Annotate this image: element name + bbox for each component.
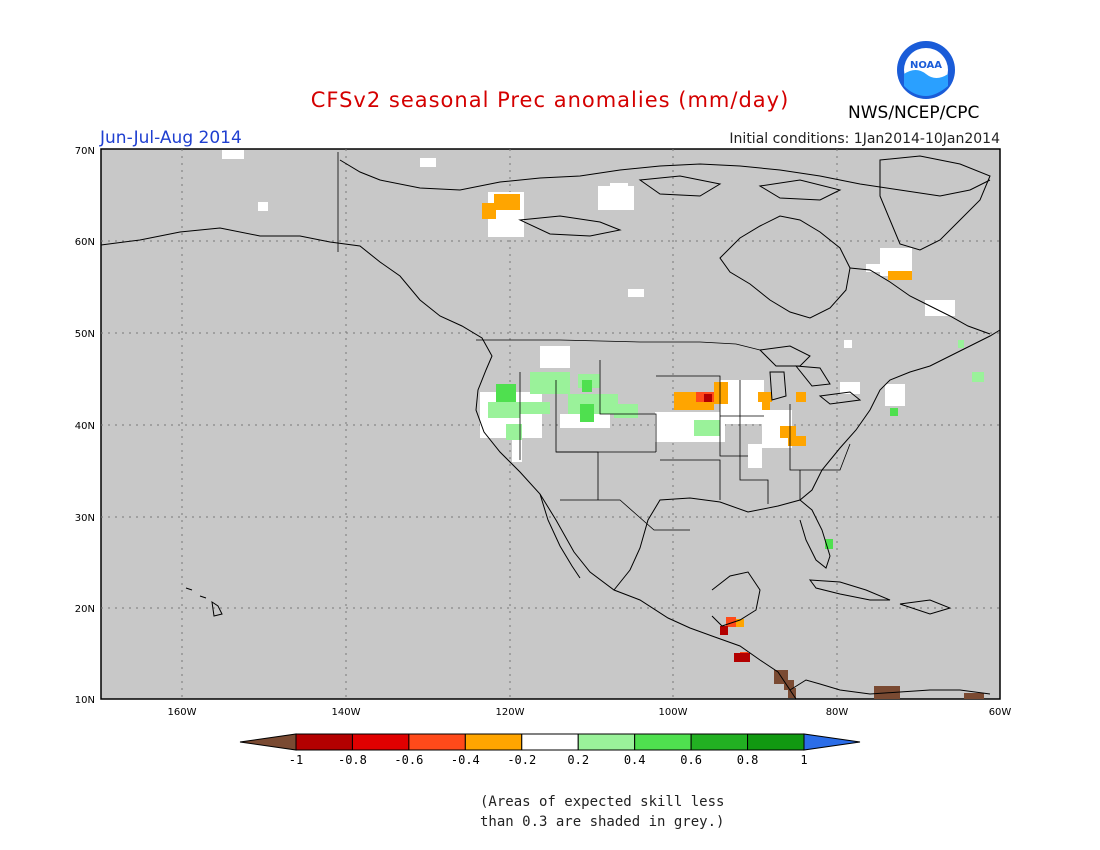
colorbar-swatch — [408, 733, 466, 751]
colorbar-arrow-high — [803, 733, 861, 751]
lon-label: 160W — [168, 707, 197, 718]
colorbar-arrow-low — [239, 733, 297, 751]
skill-note: (Areas of expected skill less than 0.3 a… — [480, 792, 724, 832]
logo-text: NOAA — [910, 60, 942, 71]
colorbar-label: 0.8 — [737, 753, 759, 767]
season-label: Jun-Jul-Aug 2014 — [100, 128, 242, 148]
colorbar-label: -0.6 — [394, 753, 423, 767]
colorbar-label: 0.2 — [567, 753, 589, 767]
colorbar-swatch — [634, 733, 692, 751]
colorbar-label: 1 — [800, 753, 807, 767]
colorbar-label: -0.2 — [507, 753, 536, 767]
skill-note-line-1: (Areas of expected skill less — [480, 794, 725, 810]
colorbar-swatch — [521, 733, 579, 751]
colorbar-label: -1 — [289, 753, 303, 767]
noaa-logo: NOAA — [896, 40, 956, 100]
lat-label: 20N — [75, 604, 95, 615]
anomaly-cells — [222, 150, 984, 699]
political-borders — [337, 152, 851, 531]
colorbar-swatch — [577, 733, 636, 751]
colorbar: -1 -0.8 -0.6 -0.4 -0.2 0.2 0.4 0.6 0.8 1 — [239, 733, 861, 767]
colorbar-swatch — [690, 733, 749, 751]
lat-label: 70N — [75, 146, 95, 157]
lon-label: 100W — [659, 707, 688, 718]
chart-title: CFSv2 seasonal Prec anomalies (mm/day) — [310, 88, 790, 112]
colorbar-label: 0.4 — [624, 753, 646, 767]
initial-conditions-label: Initial conditions: 1Jan2014-10Jan2014 — [729, 131, 1000, 147]
lon-label: 120W — [496, 707, 525, 718]
colorbar-swatch — [747, 733, 805, 751]
lat-label: 40N — [75, 421, 95, 432]
lon-label: 140W — [332, 707, 361, 718]
skill-note-line-2: than 0.3 are shaded in grey.) — [480, 814, 725, 830]
lat-label: 50N — [75, 329, 95, 340]
lat-label: 30N — [75, 513, 95, 524]
colorbar-swatch — [295, 733, 353, 751]
colorbar-label: -0.8 — [338, 753, 367, 767]
lon-label: 60W — [989, 707, 1012, 718]
lon-label: 80W — [826, 707, 849, 718]
agency-label: NWS/NCEP/CPC — [848, 103, 980, 123]
lat-label: 60N — [75, 237, 95, 248]
colorbar-label: -0.4 — [451, 753, 480, 767]
colorbar-label: 0.6 — [680, 753, 702, 767]
lat-label: 10N — [75, 695, 95, 706]
colorbar-swatch — [351, 733, 410, 751]
colorbar-swatch — [464, 733, 523, 751]
